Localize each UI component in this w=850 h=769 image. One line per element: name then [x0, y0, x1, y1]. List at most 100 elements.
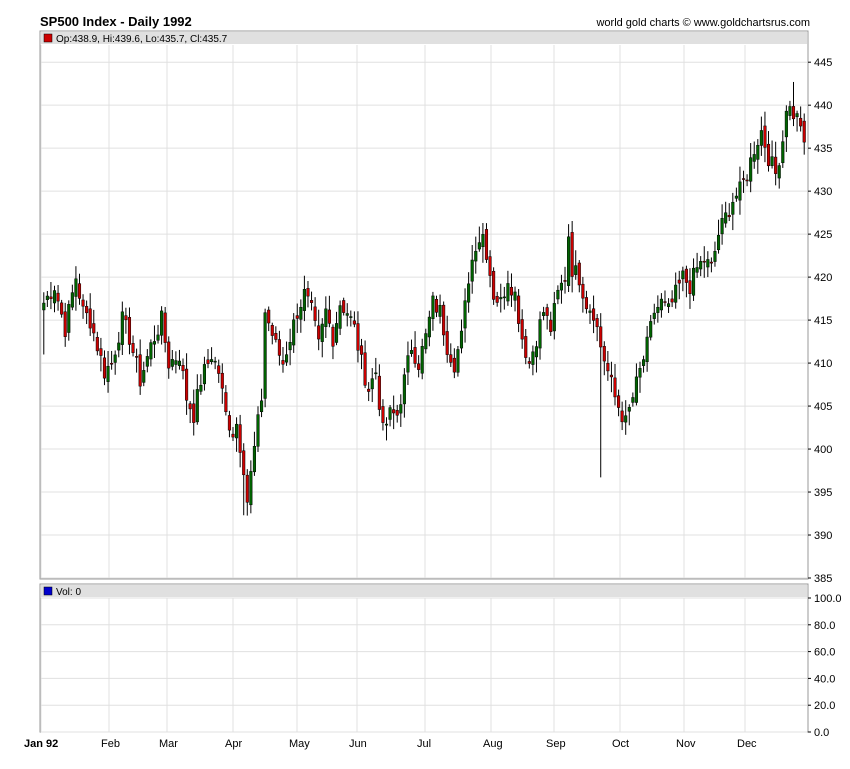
candle-body [377, 375, 381, 410]
candle-body [674, 284, 678, 303]
candle-body [152, 341, 157, 345]
candle-body [727, 214, 731, 218]
candle-body [766, 143, 771, 167]
x-tick-label: Jan 92 [24, 738, 58, 750]
x-tick-label: May [289, 738, 310, 750]
candle-body [95, 337, 99, 352]
candle-body [477, 242, 481, 250]
candle-body [302, 289, 306, 311]
candle-body [160, 310, 164, 336]
volume-series-marker [43, 586, 53, 596]
candle-body [649, 321, 653, 338]
candle-body [506, 283, 510, 302]
x-axis: Jan 92 Feb Mar Apr May Jun Jul Aug Sep Oct Nov Dec [24, 738, 757, 750]
candle-body [617, 395, 621, 408]
candle-body [427, 316, 431, 338]
volume-tick-label: 100.0 [814, 593, 842, 605]
price-tick-label: 420 [814, 272, 832, 284]
candle-body [631, 397, 635, 403]
candle-body [170, 359, 174, 367]
candle-body [384, 423, 389, 426]
candle-body [413, 347, 417, 364]
candle-body [174, 360, 178, 365]
volume-tick-label: 60.0 [814, 647, 835, 659]
candle-body [235, 423, 239, 439]
x-tick-label: Oct [612, 738, 629, 750]
volume-info-bar [41, 585, 807, 597]
candle-body [106, 365, 110, 382]
candle-body [145, 356, 149, 367]
chart-title: SP500 Index - Daily 1992 [40, 14, 192, 29]
candle-body [552, 303, 556, 332]
candle-body [299, 306, 303, 320]
candle-body [609, 374, 613, 378]
candle-body [613, 377, 617, 398]
candle-body [627, 407, 631, 412]
candle-body [577, 262, 581, 286]
candle-body [774, 156, 778, 174]
candle-body [559, 282, 563, 291]
candle-body [331, 326, 335, 347]
candle-body [695, 267, 699, 273]
candle-body [249, 471, 253, 506]
candle-body [381, 406, 385, 423]
candle-body [663, 301, 667, 303]
candle-body [438, 304, 442, 317]
price-tick-label: 445 [814, 57, 832, 69]
candle-body [313, 306, 317, 321]
candle-body [449, 354, 453, 363]
candle-body [584, 297, 588, 310]
candle-body [738, 181, 742, 201]
candle-body [102, 357, 107, 379]
candle-body [731, 201, 735, 215]
volume-axis: 100.0 80.0 60.0 40.0 20.0 0.0 [808, 593, 842, 739]
candle-body [213, 360, 217, 363]
candle-body [542, 312, 546, 316]
candle-body [752, 154, 756, 162]
candle-body [163, 312, 167, 343]
candle-body [92, 323, 96, 334]
candle-body [567, 236, 571, 286]
candle-body [110, 362, 114, 365]
volume-grid [40, 597, 807, 733]
candle-body [741, 178, 746, 180]
candle-body [217, 365, 221, 374]
candle-body [599, 326, 603, 348]
volume-panel [39, 583, 809, 733]
price-tick-label: 440 [814, 100, 832, 112]
candle-body [588, 310, 592, 313]
candle-body [706, 259, 710, 268]
candle-body [606, 362, 610, 372]
x-tick-label: Mar [159, 738, 178, 750]
candle-body [359, 345, 364, 355]
price-tick-label: 385 [814, 573, 832, 585]
candle-body [195, 389, 199, 423]
candle-body [167, 341, 171, 369]
candle-body [713, 251, 717, 262]
volume-tick-label: 40.0 [814, 673, 835, 685]
candle-body [799, 117, 803, 127]
candle-body [431, 295, 435, 319]
candle-body [320, 323, 324, 342]
candle-body [716, 234, 721, 251]
volume-tick-label: 80.0 [814, 620, 835, 632]
candle-body [556, 289, 560, 300]
candle-body [463, 300, 467, 329]
volume-tick-label: 0.0 [814, 727, 829, 739]
candle-body [395, 410, 399, 416]
candle-body [345, 313, 349, 316]
x-tick-label: Apr [225, 738, 242, 750]
candle-body [777, 165, 781, 179]
candle-body [684, 268, 688, 283]
x-tick-label: Sep [546, 738, 566, 750]
candle-body [338, 305, 342, 329]
candle-body [763, 125, 767, 148]
candle-body [456, 349, 460, 373]
x-tick-label: Aug [483, 738, 503, 750]
candle-body [127, 317, 132, 345]
candle-body [206, 359, 210, 364]
candle-body [49, 296, 53, 299]
candle-body [549, 319, 553, 333]
candle-body [124, 315, 128, 321]
chart-credit: world gold charts © www.goldchartsrus.co… [595, 17, 810, 29]
